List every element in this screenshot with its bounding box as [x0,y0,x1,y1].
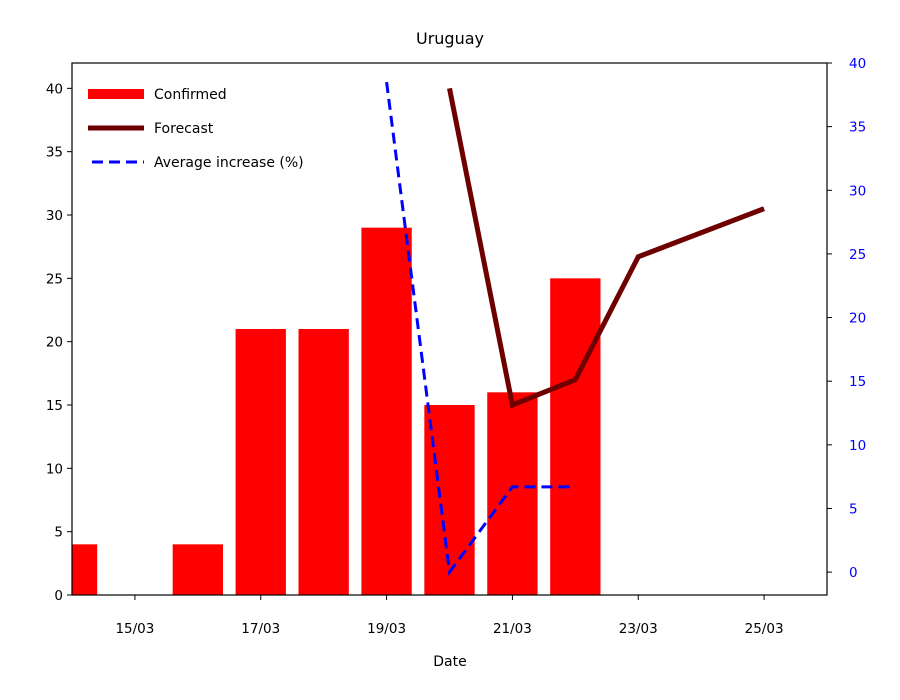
y-right-tick-label: 15 [849,374,866,390]
y-right-tick-label: 20 [849,311,866,327]
y-tick-label: 20 [46,335,63,351]
bar-confirmed-16-03 [172,544,223,595]
axes: 0 5 10 15 20 25 30 35 40 0 5 10 15 20 25 30 35 40 15/03 17/… [46,56,866,637]
plot-content [72,81,765,595]
x-tick-label: 23/03 [619,621,658,637]
legend-entry-label: Confirmed [154,87,227,103]
y-tick-label: 30 [46,208,63,224]
y-right-tick-label: 0 [849,565,858,581]
y-tick-label: 10 [46,461,63,477]
y-right-tick-label: 40 [849,56,866,72]
y-right-tick-label: 25 [849,247,866,263]
chart-title: Uruguay [416,29,484,48]
x-axis-label: Date [433,654,466,670]
bar-confirmed-20-03 [424,405,475,595]
x-tick-label: 15/03 [115,621,154,637]
y-right-tick-label: 30 [849,183,866,199]
y-tick-label: 25 [46,271,63,287]
line-forecast [447,87,765,409]
plot-area [72,81,765,595]
y-right-tick-label: 5 [849,501,858,517]
x-tick-label: 17/03 [241,621,280,637]
legend-entry-label: Average increase (%) [154,155,304,171]
y-tick-label: 35 [46,145,63,161]
bar-confirmed-19-03 [361,227,412,595]
bar-confirmed-21-03 [487,392,538,595]
bar-confirmed-18-03 [298,329,349,595]
y-tick-label: 15 [46,398,63,414]
plot-frame [71,62,828,596]
bar-confirmed-17-03 [235,329,286,595]
y-tick-label: 5 [54,525,63,541]
x-tick-label: 19/03 [367,621,406,637]
y-right-tick-label: 10 [849,438,866,454]
legend-entry-label: Forecast [154,121,214,137]
legend-swatch-confirmed [88,89,144,99]
bar-confirmed-22-03 [550,278,601,595]
x-tick-label: 25/03 [745,621,784,637]
line-average-increase [385,81,576,576]
y-tick-label: 40 [46,81,63,97]
bar-confirmed-14-03 [72,544,98,595]
legend: Confirmed Forecast Average increase (%) [88,87,304,171]
y-tick-label: 0 [54,588,63,604]
y-right-tick-label: 35 [849,120,866,136]
x-tick-label: 21/03 [493,621,532,637]
